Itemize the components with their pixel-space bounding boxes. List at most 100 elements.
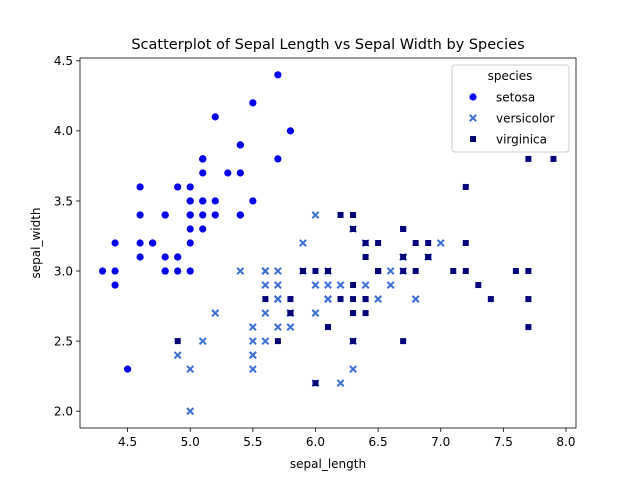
x-tick-label: 8.0 [556,435,575,449]
data-point-virginica [462,183,469,190]
data-point-virginica [174,338,181,345]
legend-label-virginica: virginica [496,132,547,146]
data-point-virginica [462,268,469,275]
data-point-virginica [362,310,369,317]
data-point-setosa [161,211,169,219]
data-point-versicolor [324,281,332,289]
x-tick-label: 7.5 [494,435,513,449]
data-point-virginica [337,296,344,303]
data-point-virginica [299,268,306,275]
data-point-setosa [274,71,282,79]
data-point-setosa [136,239,144,247]
data-point-setosa [186,211,194,219]
legend-entry-versicolor: versicolor [469,111,555,125]
data-point-setosa [236,169,244,177]
data-point-virginica [462,240,469,246]
plot-frame [79,57,577,429]
data-point-versicolor [248,337,257,346]
legend-label-setosa: setosa [496,90,535,104]
data-point-virginica [350,225,357,232]
legend-marker-versicolor [469,114,477,122]
data-point-versicolor [198,337,207,346]
data-point-versicolor [386,267,395,275]
data-point-versicolor [286,323,295,331]
data-point-versicolor [311,309,320,317]
x-tick-label: 6.5 [369,435,388,449]
data-point-setosa [186,225,194,233]
legend: species setosa versicolor virginica [451,64,570,153]
data-point-setosa [249,99,257,107]
data-point-virginica [512,268,519,275]
data-point-setosa [199,155,207,163]
data-point-setosa [199,211,207,219]
data-point-virginica [375,268,382,275]
x-axis-ticks: 4.5 5.0 5.5 6.0 6.5 7.0 7.5 8.0 [118,428,576,449]
data-point-setosa [136,211,144,219]
data-point-setosa [186,183,194,191]
data-point-versicolor [186,365,195,374]
data-point-setosa [186,267,194,275]
data-point-versicolor [374,295,383,303]
data-point-virginica [350,211,357,218]
data-point-virginica [350,310,357,317]
data-point-setosa [199,197,207,205]
series-virginica [174,155,557,387]
series-setosa [98,71,295,373]
data-point-setosa [111,281,119,289]
data-point-versicolor [186,407,195,416]
data-point-setosa [111,239,119,247]
legend-marker-virginica [470,136,476,142]
data-point-setosa [123,365,132,373]
data-point-setosa [174,267,182,275]
x-tick-label: 7.0 [431,435,450,449]
data-point-virginica [525,324,532,331]
legend-box [451,64,570,153]
y-tick-label: 2.0 [54,404,73,418]
data-point-virginica [525,155,532,162]
data-point-virginica [525,268,532,275]
data-point-versicolor [386,281,395,289]
data-point-virginica [412,240,419,246]
chart-title: Scatterplot of Sepal Length vs Sepal Wid… [131,37,524,53]
data-point-setosa [249,197,257,205]
data-point-setosa [186,239,194,247]
legend-label-versicolor: versicolor [496,111,555,125]
data-point-versicolor [261,337,270,346]
x-tick-label: 6.0 [306,435,325,449]
data-point-setosa [236,141,244,149]
data-point-virginica [362,240,369,246]
data-point-virginica [337,211,344,218]
data-point-virginica [274,338,281,345]
data-point-virginica [350,296,357,303]
legend-entry-setosa: setosa [469,90,535,104]
data-point-setosa [211,197,219,205]
data-point-versicolor [299,239,307,247]
data-point-setosa [136,253,144,261]
data-point-virginica [475,282,482,289]
data-point-versicolor [248,351,257,360]
data-point-setosa [161,267,169,275]
data-points [98,71,557,416]
data-point-setosa [136,183,144,191]
data-point-versicolor [336,281,345,289]
data-point-versicolor [349,365,357,374]
data-point-versicolor [173,351,182,360]
data-point-setosa [199,169,207,177]
data-point-virginica [487,296,494,303]
data-point-virginica [400,225,407,232]
data-point-versicolor [311,281,320,289]
data-point-virginica [312,268,319,275]
data-point-virginica [425,240,432,246]
x-tick-label: 4.5 [118,435,137,449]
data-point-virginica [325,268,331,275]
data-point-virginica [400,338,407,345]
data-point-virginica [425,254,432,261]
data-point-setosa [111,267,119,275]
data-point-virginica [287,310,294,317]
data-point-versicolor [436,239,445,247]
data-point-versicolor [211,309,220,317]
data-point-virginica [375,240,382,246]
data-point-versicolor [311,211,320,219]
data-point-virginica [262,296,269,303]
